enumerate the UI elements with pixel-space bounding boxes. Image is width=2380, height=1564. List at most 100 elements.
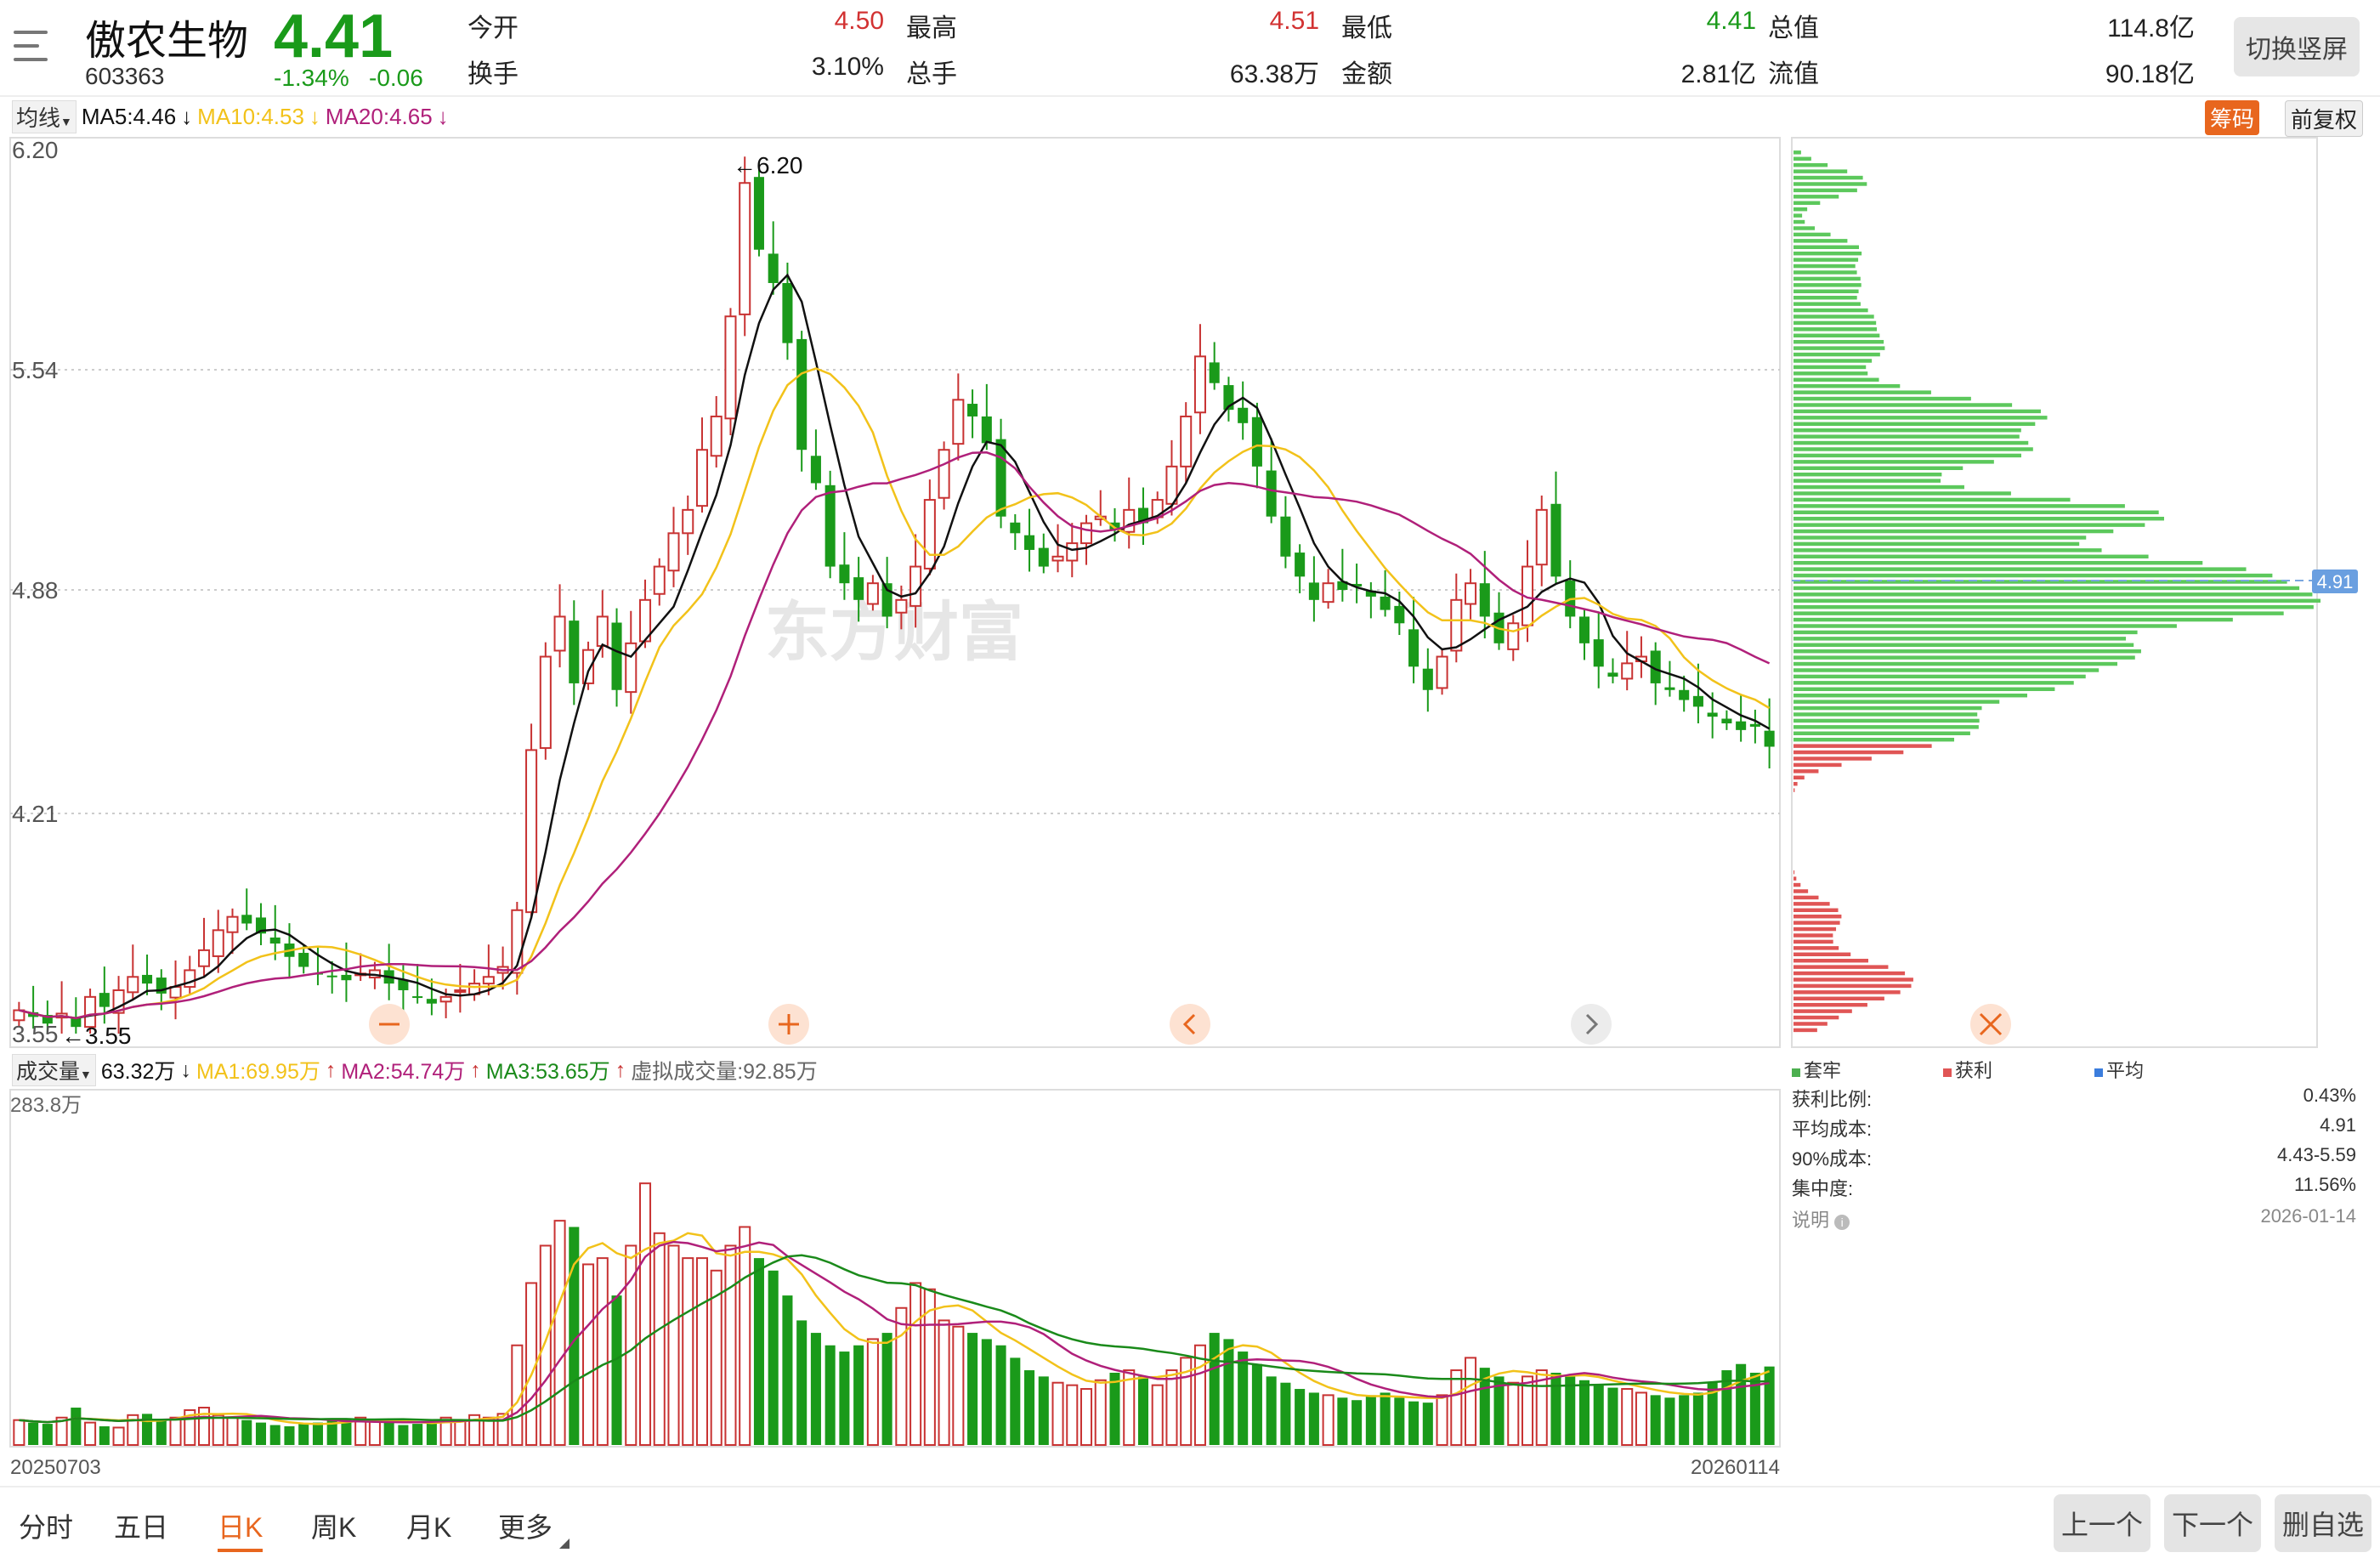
volume-max-label: 283.8万 bbox=[10, 1094, 82, 1117]
switch-portrait-button[interactable]: 切换竖屏 bbox=[2234, 17, 2360, 76]
chip-bar bbox=[1794, 681, 2074, 685]
chip-bar bbox=[1794, 882, 1801, 887]
chip-bar bbox=[1794, 990, 1901, 994]
chip-bar bbox=[1794, 516, 2165, 521]
adjust-tag[interactable]: 前复权 bbox=[2285, 100, 2364, 137]
volume-bar bbox=[810, 1333, 821, 1445]
chip-bar bbox=[1794, 946, 1839, 950]
zoom-in-button[interactable] bbox=[768, 1004, 809, 1045]
quote-value: 3.10% bbox=[811, 53, 884, 81]
candle-body bbox=[13, 1009, 26, 1022]
volume-bar bbox=[412, 1424, 423, 1445]
volume-bar bbox=[284, 1426, 295, 1445]
chip-bar bbox=[1794, 472, 1942, 477]
volume-bar bbox=[1193, 1344, 1206, 1447]
candle-body bbox=[1010, 522, 1021, 534]
prev-button[interactable]: 上一个 bbox=[2054, 1494, 2150, 1552]
tab-2[interactable]: 日K bbox=[218, 1506, 264, 1552]
candle-body bbox=[1337, 581, 1348, 591]
chip-bar bbox=[1794, 201, 1821, 205]
volume-bar bbox=[71, 1408, 82, 1445]
tab-4[interactable]: 月K bbox=[406, 1512, 452, 1543]
vol-ma1-line bbox=[19, 1232, 1771, 1425]
volume-bar bbox=[1764, 1366, 1775, 1445]
ma-selector[interactable]: 均线▼ bbox=[12, 100, 76, 133]
volume-bar bbox=[1051, 1381, 1064, 1447]
chip-bar bbox=[1794, 939, 1833, 944]
chip-bar bbox=[1794, 921, 1840, 925]
volume-bar bbox=[1280, 1382, 1291, 1445]
volume-bar bbox=[398, 1425, 409, 1445]
volume-bar bbox=[1465, 1357, 1477, 1447]
volume-bar bbox=[995, 1345, 1006, 1445]
volume-bar bbox=[1692, 1392, 1703, 1445]
chip-bar bbox=[1794, 536, 2087, 540]
caret-down-icon: ▼ bbox=[80, 1068, 92, 1081]
chip-bar bbox=[1794, 339, 1884, 344]
candle-body bbox=[553, 615, 566, 652]
chip-bar bbox=[1794, 611, 2284, 615]
change-percent: -1.34% bbox=[274, 65, 349, 91]
next-button[interactable]: 下一个 bbox=[2164, 1494, 2261, 1552]
chip-note[interactable]: 说明 i bbox=[1792, 1205, 1850, 1232]
kline-chart[interactable]: 东方财富 6.20 5.54 4.88 4.21 3.55 ←6.20 ←3.55 4.… bbox=[0, 0, 2380, 1496]
tab-5[interactable]: 更多 bbox=[498, 1512, 553, 1543]
candle-body bbox=[439, 995, 452, 1003]
arrow-down-icon: ↓ bbox=[437, 104, 449, 129]
chip-stat-row: 集中度: 11.56% bbox=[1792, 1174, 2356, 1204]
scroll-left-button[interactable] bbox=[1170, 1004, 1210, 1045]
zoom-out-button[interactable] bbox=[369, 1004, 410, 1045]
ma-bar: 均线▼ MA5:4.46 ↓ MA10:4.53 ↓ MA20:4.65 ↓ bbox=[12, 100, 449, 133]
chip-bar bbox=[1794, 706, 1982, 711]
remove-watchlist-button[interactable]: 删自选 bbox=[2275, 1494, 2372, 1552]
candle-body bbox=[853, 577, 864, 600]
quote-value: 4.51 bbox=[1269, 7, 1319, 35]
volume-bar bbox=[1094, 1379, 1107, 1447]
scroll-right-button[interactable] bbox=[1571, 1004, 1612, 1045]
candle-body bbox=[1295, 552, 1306, 577]
volume-bar bbox=[910, 1282, 922, 1446]
volume-selector[interactable]: 成交量▼ bbox=[12, 1054, 96, 1086]
candle-body bbox=[1266, 470, 1277, 517]
quote-label: 总手 bbox=[906, 60, 957, 88]
volume-bar bbox=[1180, 1357, 1193, 1447]
chip-stat-value: 11.56% bbox=[2294, 1174, 2356, 1195]
candle-body bbox=[1352, 583, 1363, 587]
candle-body bbox=[611, 622, 622, 690]
chip-bar bbox=[1794, 479, 1941, 483]
candle-body bbox=[184, 969, 196, 989]
legend-label: 套牢 bbox=[1804, 1060, 1842, 1081]
chip-bar bbox=[1794, 914, 1842, 919]
volume-bar bbox=[1550, 1372, 1561, 1445]
menu-icon[interactable] bbox=[14, 29, 49, 63]
candle-body bbox=[269, 937, 280, 944]
chip-bar bbox=[1794, 996, 1884, 1000]
volume-bar bbox=[1137, 1376, 1149, 1445]
chip-bar bbox=[1794, 484, 1964, 490]
vol-ma2-line bbox=[19, 1240, 1770, 1424]
chip-bar bbox=[1794, 649, 2141, 654]
chip-bar bbox=[1794, 926, 1837, 932]
chip-bar bbox=[1794, 965, 1889, 969]
chip-tag[interactable]: 筹码 bbox=[2205, 100, 2260, 135]
volume-bar bbox=[1507, 1381, 1520, 1447]
tab-3[interactable]: 周K bbox=[311, 1512, 357, 1543]
volume-bar bbox=[1436, 1394, 1448, 1447]
chip-bar bbox=[1794, 416, 2048, 420]
chip-date: 2026-01-14 bbox=[2260, 1205, 2356, 1227]
volume-bar bbox=[796, 1320, 808, 1445]
ma5-line bbox=[19, 273, 1771, 1020]
collapse-icon[interactable] bbox=[1970, 1004, 2011, 1045]
tab-1[interactable]: 五日 bbox=[114, 1512, 169, 1543]
candle-body bbox=[810, 456, 821, 484]
price-tick-label: 3.55 bbox=[12, 1021, 59, 1047]
chip-bar bbox=[1794, 219, 1805, 224]
quote-value: 2.81亿 bbox=[1680, 60, 1756, 88]
volume-bar bbox=[241, 1420, 252, 1445]
candle-body bbox=[796, 338, 808, 450]
candle-body bbox=[739, 182, 751, 315]
volume-bar bbox=[341, 1419, 352, 1445]
end-date: 20260114 bbox=[1691, 1456, 1780, 1479]
tab-0[interactable]: 分时 bbox=[19, 1512, 74, 1543]
chip-bar bbox=[1794, 346, 1885, 350]
